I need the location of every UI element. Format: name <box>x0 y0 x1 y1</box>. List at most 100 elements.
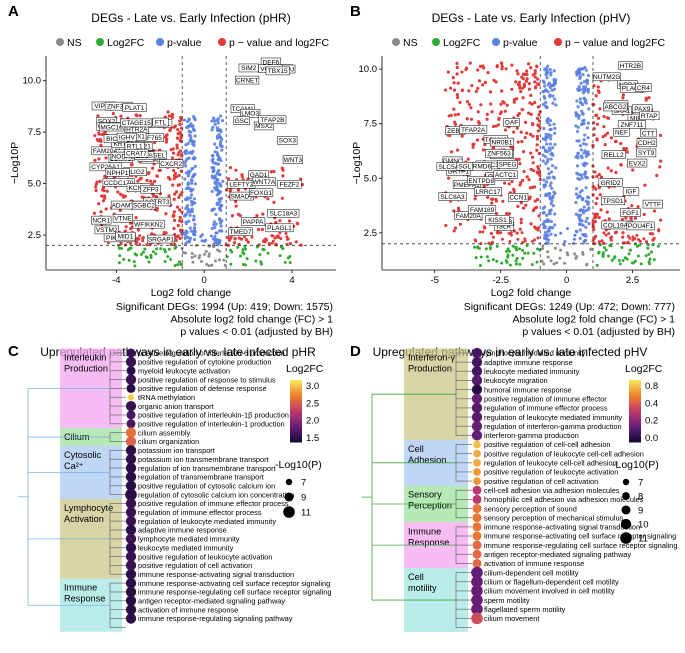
data-point <box>491 146 496 150</box>
size-legend-dot <box>621 505 631 515</box>
data-point <box>189 199 194 204</box>
colorbar-segment <box>290 414 302 417</box>
pathway-label: positive regulation of leukocyte cell-ce… <box>484 449 644 458</box>
data-point <box>584 225 588 229</box>
data-point <box>141 239 145 243</box>
data-point <box>576 105 580 109</box>
colorbar-segment <box>290 404 302 407</box>
data-point <box>553 212 557 216</box>
data-point <box>169 257 173 261</box>
data-point <box>170 112 174 117</box>
gene-label: FRMD6 <box>469 164 492 171</box>
pathway-dot <box>471 430 483 441</box>
gene-label: ACTRT3 <box>145 199 171 206</box>
data-point <box>531 185 535 189</box>
pathway-label: interferon-gamma production <box>484 431 579 440</box>
data-point <box>186 210 190 214</box>
data-point <box>514 80 518 84</box>
pathway-label: regulation of immune effector process <box>138 508 262 517</box>
data-point <box>193 233 197 237</box>
data-point <box>166 255 170 259</box>
gene-label: IGF <box>626 189 637 196</box>
data-point <box>211 125 215 129</box>
data-point <box>175 143 179 147</box>
data-point <box>621 93 626 97</box>
gene-label: SYT9 <box>638 150 655 157</box>
data-point <box>228 165 233 170</box>
gene-label-box <box>438 192 467 201</box>
data-point <box>548 184 552 188</box>
gene-label: ZFP3 <box>143 187 159 194</box>
data-point <box>474 256 478 260</box>
gene-label: TPSD1 <box>603 198 624 205</box>
gene-label-box <box>635 83 652 92</box>
data-point <box>205 262 209 266</box>
data-point <box>215 202 219 207</box>
data-point <box>190 193 194 197</box>
y-axis-label: −Log10P <box>351 142 363 184</box>
gene-label: TFAP2B <box>260 117 284 124</box>
gene-label: TFAP2A <box>461 127 486 134</box>
pathway-dot <box>125 488 137 501</box>
data-point <box>578 97 582 101</box>
data-point <box>593 170 597 174</box>
data-point <box>269 170 273 174</box>
data-point <box>469 106 473 110</box>
data-point <box>184 164 188 168</box>
data-point <box>506 247 510 251</box>
data-point <box>542 220 547 224</box>
data-point <box>234 199 238 204</box>
pathway-dot <box>471 603 483 615</box>
data-point <box>288 242 293 246</box>
data-point <box>213 150 217 154</box>
data-point <box>101 188 105 192</box>
data-point <box>592 126 596 131</box>
data-point <box>471 145 475 149</box>
data-point <box>582 121 586 126</box>
pathway-dot <box>471 411 483 423</box>
gene-label-box <box>636 138 657 148</box>
data-point <box>102 194 107 198</box>
data-point <box>490 240 494 244</box>
x-tick-label: -4 <box>112 275 120 286</box>
data-point <box>510 179 514 183</box>
pathway-dot <box>125 445 137 456</box>
data-point <box>511 244 515 248</box>
gene-label-box <box>456 162 473 171</box>
data-point <box>230 214 235 218</box>
legend-marker <box>156 38 164 46</box>
data-point <box>476 68 480 72</box>
data-point <box>227 238 231 242</box>
colorbar-segment <box>290 430 302 433</box>
data-point <box>576 70 580 74</box>
size-legend-title: -Log10(P) <box>275 459 322 471</box>
data-point <box>151 250 155 254</box>
data-point <box>149 253 153 257</box>
colorbar-segment <box>290 432 302 435</box>
data-point <box>215 179 219 183</box>
gene-label-box <box>258 115 287 125</box>
data-point <box>596 85 600 89</box>
data-point <box>510 63 514 67</box>
gene-label: SLC8A3 <box>440 194 465 201</box>
pathway-label: regulation of immune effector process <box>484 404 608 413</box>
data-point <box>172 210 176 214</box>
data-point <box>177 173 181 178</box>
data-point <box>170 156 175 160</box>
pathway-label: regulation of interferon-gamma productio… <box>484 422 622 431</box>
data-point <box>486 195 490 199</box>
data-point <box>204 238 208 242</box>
data-point <box>515 248 519 252</box>
data-point <box>628 248 632 252</box>
data-point <box>92 211 97 215</box>
gene-label: GRID2 <box>601 180 621 187</box>
data-point <box>104 207 108 211</box>
data-point <box>553 80 557 84</box>
pathway-dot <box>125 516 137 527</box>
data-point <box>581 208 585 212</box>
data-point <box>546 220 550 224</box>
gene-label-box <box>277 180 302 189</box>
size-legend-label: 8 <box>638 492 643 503</box>
data-point <box>475 138 479 142</box>
data-point <box>558 256 562 260</box>
